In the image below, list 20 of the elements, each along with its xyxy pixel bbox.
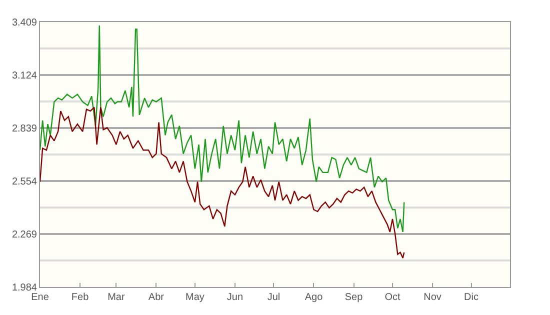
y-tick-label: 2.554 [12,176,38,188]
line-series [40,106,405,259]
line-series [40,24,405,233]
x-tick-label: May [185,292,204,303]
y-tick-label: 3.409 [12,18,38,28]
y-tick-label: 2.269 [12,230,38,240]
y-tick-label: 2.839 [12,124,38,134]
x-tick-label: Sep [344,292,364,303]
y-tick-label: 1.984 [12,282,38,294]
x-tick-label: Feb [71,292,90,303]
x-tick-label: Dic [464,292,478,303]
x-tick-label: Jul [267,292,280,303]
x-tick-label: Mar [108,292,126,303]
x-tick-label: Jun [226,292,244,303]
x-tick-label: Oct [384,292,400,303]
x-tick-label: Ene [31,292,50,303]
x-tick-label: Nov [424,292,442,303]
x-tick-label: Ago [304,292,324,303]
y-tick-label: 3.124 [12,70,38,82]
x-tick-label: Abr [148,292,165,303]
